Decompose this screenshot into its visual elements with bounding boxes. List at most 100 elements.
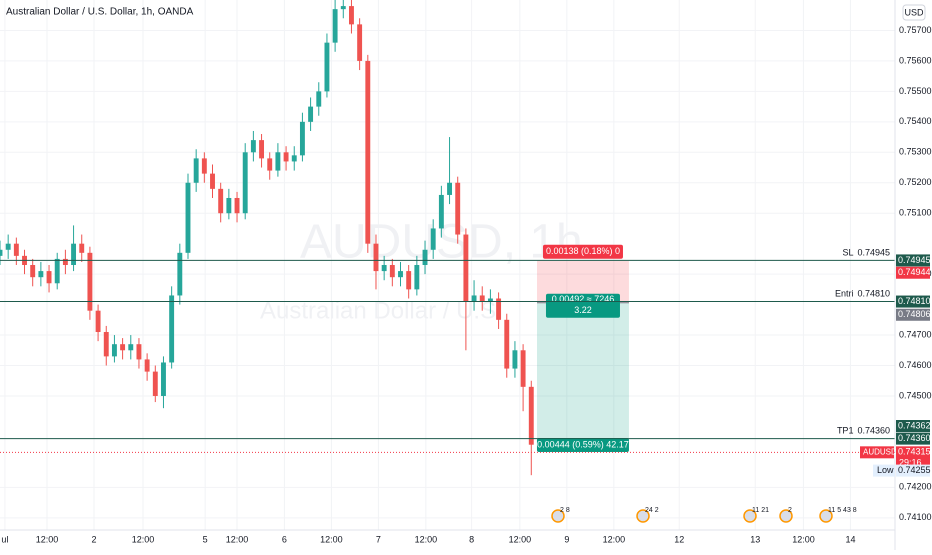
candle-body [120, 344, 126, 351]
candle-body [218, 188, 224, 214]
candle-body [152, 371, 158, 396]
entry-label: 0.00492 ≈ 7246 [552, 294, 615, 304]
y-tick-label: 0.74500 [899, 390, 932, 400]
candle-body [169, 295, 175, 363]
x-tick-label: 5 [203, 534, 208, 544]
candle-body [144, 359, 150, 372]
y-tick-label: 0.75700 [899, 25, 932, 35]
x-tick-label: 7 [376, 534, 381, 544]
last-name-bg [860, 446, 894, 459]
level-tag-bg [896, 254, 930, 267]
x-tick-label: 9 [564, 534, 569, 544]
candle-body [340, 6, 346, 10]
last-name: AUDUSD [863, 447, 897, 456]
candle-body [226, 197, 232, 214]
level-tag-bg [896, 295, 930, 308]
candle-body [177, 252, 183, 296]
event-icon[interactable] [636, 509, 650, 523]
title: Australian Dollar / U.S. Dollar, 1h, OAN… [6, 7, 194, 18]
candle-body [267, 158, 273, 171]
event-count[interactable]: 11 5 43 8 [828, 507, 857, 514]
x-tick-label: 14 [845, 534, 855, 544]
candle-body [349, 6, 354, 25]
level-name: TP1 [837, 426, 854, 436]
candle-body [496, 298, 502, 320]
x-tick-label: 12:00 [132, 534, 155, 544]
low-tag-bg [896, 464, 930, 477]
candle-body [471, 295, 477, 302]
candle-body [283, 152, 289, 162]
candle-body [46, 271, 52, 284]
candle-body [365, 60, 371, 244]
event-icon[interactable] [551, 509, 565, 523]
currency[interactable]: USD [904, 7, 924, 17]
y-tick-label: 0.75300 [899, 147, 932, 157]
event-count[interactable]: 24 2 [645, 507, 659, 514]
level-value: 0.74360 [857, 426, 890, 436]
candle-body [389, 265, 395, 278]
candle-body [111, 344, 117, 357]
x-tick-label: 8 [469, 534, 474, 544]
x-tick-label: 12:00 [36, 534, 59, 544]
entry-label-2: 3.22 [574, 305, 592, 315]
candle-body [54, 258, 60, 284]
candle-body [430, 228, 436, 250]
entry-tag: 0.74806 [898, 309, 931, 319]
candle-body [79, 243, 85, 253]
candle-body [447, 182, 452, 195]
event-icon[interactable] [743, 509, 757, 523]
event-count[interactable]: 2 8 [560, 507, 570, 514]
candle-body [463, 234, 469, 302]
level-tag: 0.74360 [898, 433, 931, 443]
candle-body [136, 344, 142, 360]
candle-body [275, 152, 281, 171]
candle-body [13, 243, 19, 256]
candle-body [324, 42, 330, 92]
level-tag-bg [896, 432, 930, 445]
candle-body [103, 332, 109, 357]
candle-body [528, 386, 534, 445]
x-tick-label: 12:00 [415, 534, 438, 544]
candle-body [381, 265, 387, 272]
candle-body [422, 249, 428, 265]
entry-tag-bg [896, 308, 930, 321]
x-tick-label: ul [1, 534, 8, 544]
level-name: Entri [835, 289, 854, 299]
y-tick-label: 0.74700 [899, 329, 932, 339]
low-name-bg [873, 464, 895, 477]
candle-body [62, 258, 68, 265]
target-label-bg [536, 438, 629, 453]
candle-body [250, 140, 256, 153]
candle-body [38, 271, 44, 278]
event-icon[interactable] [819, 509, 833, 523]
event-count[interactable]: 11 21 [752, 507, 769, 514]
level-label: SL 0.74945 [842, 248, 890, 258]
candle-body [71, 243, 77, 265]
x-tick-label: 12:00 [226, 534, 249, 544]
low-tag: 0.74255 [898, 465, 931, 475]
event-icon[interactable] [779, 509, 793, 523]
candle-body [95, 310, 101, 333]
candle-body [161, 362, 166, 396]
x-tick-label: 2 [91, 534, 96, 544]
candle-body [210, 173, 215, 189]
candle-body [234, 197, 240, 214]
event-count[interactable]: 2 [788, 507, 792, 514]
candle-body [185, 182, 191, 253]
stop-tag-bg [896, 266, 930, 279]
currency-button[interactable] [902, 4, 926, 21]
candle-body [332, 9, 338, 43]
candle-body [242, 152, 248, 214]
candle-body [479, 295, 485, 302]
candle-body [512, 350, 518, 369]
x-tick-label: 12:00 [792, 534, 815, 544]
y-tick-label: 0.75100 [899, 208, 932, 218]
candle-body [455, 182, 461, 235]
level-value: 0.74945 [857, 248, 890, 258]
candle-body [87, 252, 93, 311]
candle-body [30, 265, 36, 278]
target-tag-bg [896, 420, 930, 433]
y-tick-label: 0.74600 [899, 360, 932, 370]
